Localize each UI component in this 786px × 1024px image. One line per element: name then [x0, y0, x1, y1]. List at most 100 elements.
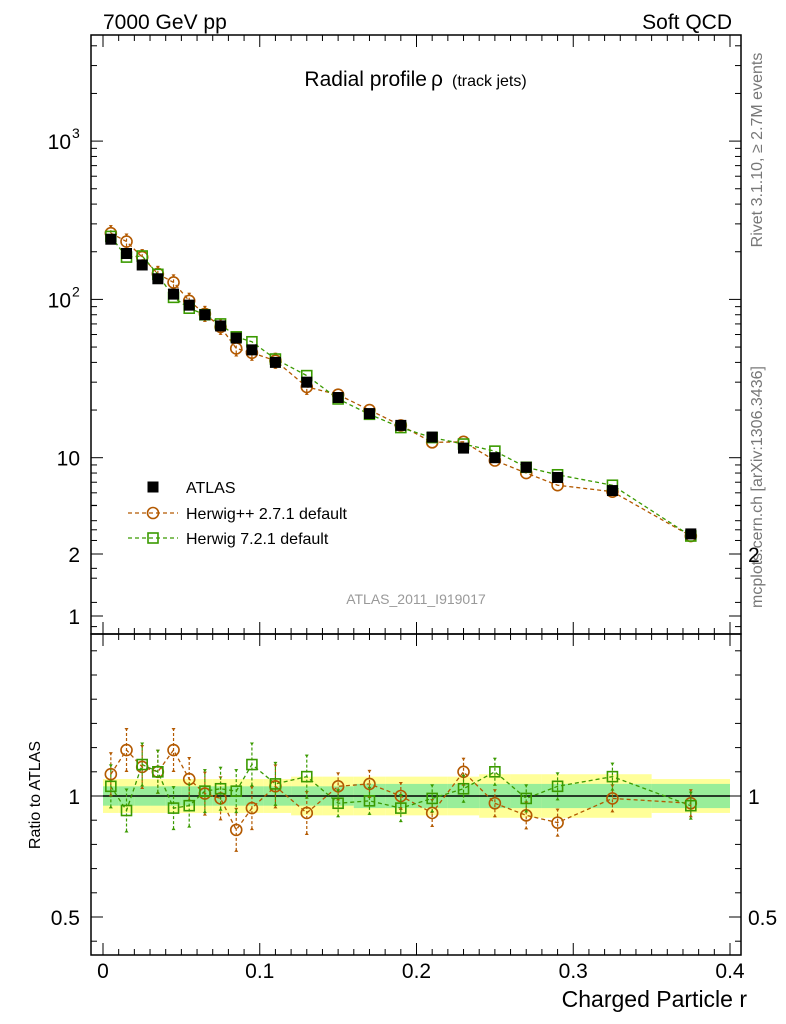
atlas-marker [520, 461, 532, 473]
herwigpp-marker [120, 743, 133, 757]
herwig7-marker [246, 758, 258, 771]
error-cap [610, 784, 615, 788]
error-cap [234, 769, 239, 773]
herwig7-marker [426, 792, 438, 805]
ratio-panel: 0.5 0.5 1 1 2 2 0 0.1 0.2 0.3 0.4 Ratio to ATLAS Cha… [27, 505, 777, 1012]
herwigpp-marker [167, 276, 180, 289]
error-cap [140, 744, 145, 748]
x-tick-label: 0 [97, 960, 109, 983]
y-tick-label: 10 [57, 448, 80, 471]
error-cap [234, 848, 239, 852]
herwigpp-marker [606, 792, 619, 805]
herwig7-marker [300, 770, 313, 783]
x-tick-label: 0.3 [559, 960, 588, 983]
atlas-marker [147, 481, 159, 493]
error-cap [273, 802, 278, 806]
error-cap [140, 785, 145, 789]
chart-title: Radial profile [304, 68, 427, 91]
herwigpp-marker [229, 823, 243, 837]
error-cap [273, 761, 278, 765]
error-cap [202, 305, 207, 309]
error-cap [108, 225, 113, 229]
mcplots-label: mcplots.cern.ch [arXiv:1306.3436] [749, 366, 766, 608]
error-cap [124, 829, 129, 833]
herwigpp-marker [425, 806, 439, 820]
error-cap [218, 807, 223, 811]
error-cap [492, 814, 497, 818]
herwig7-marker [269, 778, 282, 790]
herwig7-marker [551, 780, 564, 793]
y-tick-exponent: 3 [72, 125, 80, 141]
herwigpp-marker [488, 796, 502, 810]
herwig7-marker [395, 802, 407, 814]
herwig7-line [110, 236, 692, 537]
y-tick-label: 10 [48, 289, 71, 312]
error-cap [155, 790, 160, 794]
herwig7-marker [363, 795, 376, 807]
error-cap [610, 787, 615, 791]
herwig7-marker [230, 785, 243, 797]
error-cap [555, 797, 560, 801]
error-cap [492, 757, 497, 761]
error-cap [273, 764, 278, 768]
chart-title-suffix: (track jets) [452, 73, 527, 90]
error-cap [249, 827, 254, 831]
herwigpp-marker [146, 506, 160, 520]
error-cap [398, 794, 403, 798]
rivet-label: Rivet 3.1.10, ≥ 2.7M events [749, 53, 766, 248]
herwig7-marker [606, 770, 619, 783]
error-cap [336, 789, 341, 793]
herwig7-marker [167, 802, 180, 814]
error-cap [461, 774, 466, 778]
error-cap [524, 826, 529, 830]
y-tick-label-right: 0.5 [748, 907, 777, 930]
error-cap [234, 810, 239, 814]
error-cap [398, 807, 403, 810]
error-cap [492, 782, 497, 786]
herwig7-marker [332, 797, 344, 810]
error-cap [367, 786, 372, 790]
legend-label: ATLAS [186, 480, 236, 497]
error-cap [430, 784, 435, 788]
herwigpp-marker [300, 806, 314, 820]
error-cap [140, 783, 145, 787]
error-cap [124, 728, 129, 732]
error-cap [304, 391, 309, 395]
error-cap [234, 353, 239, 357]
y-tick-label-right: 1 [748, 786, 760, 809]
y-tick-label: 10 [48, 131, 71, 154]
chart-title-symbol: ρ [431, 68, 443, 91]
error-cap [555, 833, 560, 837]
legend-label: Herwig 7.2.1 default [186, 531, 329, 548]
error-cap [249, 742, 254, 746]
atlas-marker [552, 471, 564, 483]
error-cap [492, 789, 497, 793]
error-cap [202, 769, 207, 773]
atlas-marker [458, 442, 470, 454]
error-cap [461, 799, 466, 803]
x-axis-label: Charged Particle r [562, 986, 748, 1012]
atlas-marker [426, 431, 438, 443]
error-cap [108, 805, 113, 809]
x-tick-label: 0.2 [402, 960, 431, 983]
atlas-marker [332, 392, 344, 404]
error-cap [124, 769, 129, 773]
error-cap [524, 784, 529, 788]
error-cap [304, 754, 309, 758]
header-process-label: Soft QCD [642, 11, 732, 34]
error-cap [155, 265, 160, 269]
atlas-marker [606, 485, 618, 497]
herwig7-marker [105, 780, 117, 793]
error-cap [187, 783, 192, 787]
error-cap [367, 769, 372, 773]
atlas-marker [168, 288, 180, 300]
error-cap [187, 757, 192, 761]
herwig7-marker [136, 758, 148, 771]
analysis-label: ATLAS_2011_I919017 [346, 591, 486, 607]
atlas-marker [489, 452, 501, 464]
error-cap [430, 809, 435, 813]
atlas-marker [136, 259, 148, 271]
y-tick-label: 1 [68, 786, 80, 809]
herwig7-marker [120, 804, 133, 817]
